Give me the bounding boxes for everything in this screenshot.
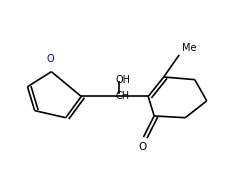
Text: CH: CH: [116, 91, 130, 101]
Text: Me: Me: [182, 43, 196, 53]
Text: OH: OH: [116, 75, 131, 85]
Text: O: O: [46, 54, 54, 64]
Text: O: O: [138, 142, 146, 152]
